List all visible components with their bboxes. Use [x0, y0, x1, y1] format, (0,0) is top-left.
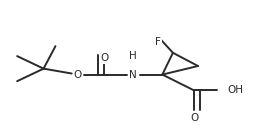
Text: O: O: [100, 53, 109, 63]
Text: O: O: [100, 53, 109, 63]
Text: O: O: [74, 70, 82, 80]
Text: O: O: [190, 113, 198, 123]
Text: O: O: [190, 113, 198, 123]
Text: O: O: [74, 70, 82, 80]
Text: N: N: [129, 70, 137, 80]
Text: F: F: [155, 37, 161, 47]
Text: N: N: [129, 70, 137, 80]
Text: OH: OH: [227, 85, 243, 95]
Text: F: F: [155, 37, 161, 47]
Text: H: H: [129, 51, 137, 61]
Text: OH: OH: [227, 85, 243, 95]
